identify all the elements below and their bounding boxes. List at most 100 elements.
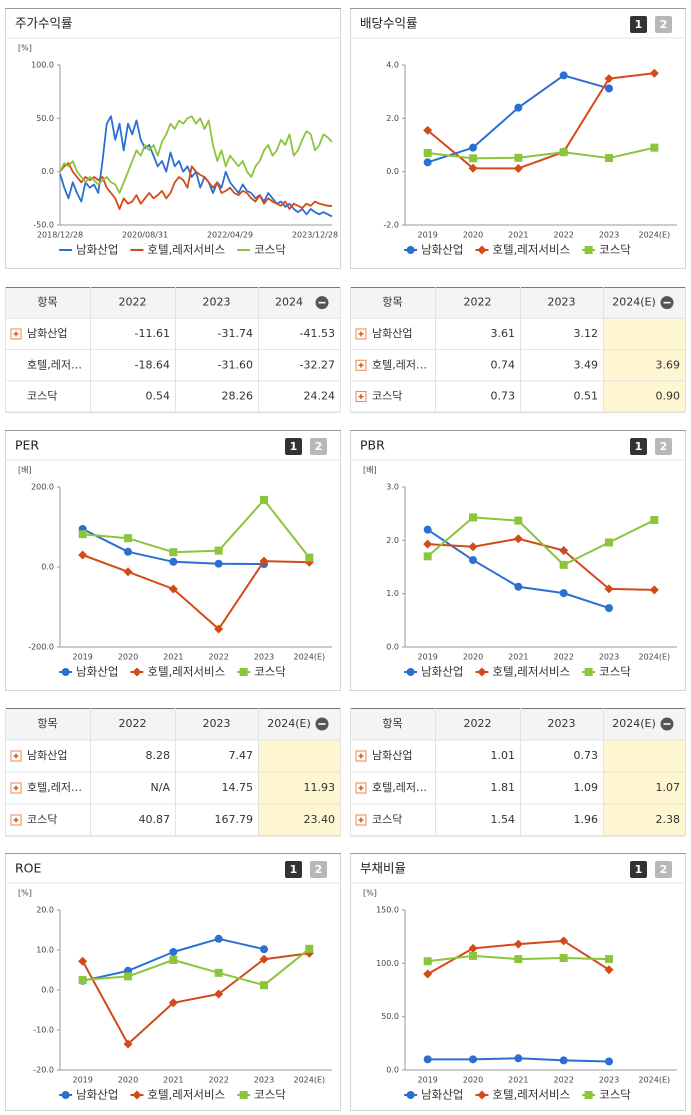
table-header: 2023 [203, 717, 231, 730]
marker [168, 998, 178, 1008]
chart-title: 주가수익률 [15, 16, 73, 31]
marker [559, 1056, 568, 1065]
y-tick-label: 50.0 [381, 1012, 399, 1021]
table-cell: 24.24 [304, 390, 336, 403]
marker [477, 245, 487, 255]
page-button-label: 2 [660, 440, 668, 453]
x-tick-label: 2019 [72, 653, 92, 662]
x-tick-label: 2021 [163, 653, 183, 662]
y-tick-label: 2.0 [386, 536, 399, 545]
marker [514, 1054, 523, 1063]
table-header: 2022 [464, 717, 492, 730]
table-cell: 0.54 [146, 390, 171, 403]
x-tick-label: 2023 [599, 231, 619, 240]
marker [406, 1091, 415, 1099]
page-button[interactable] [630, 438, 647, 455]
table-header: 항목 [382, 296, 402, 309]
x-tick-label: 2022 [553, 231, 573, 240]
x-tick-label: 2019 [417, 653, 437, 662]
marker [259, 556, 269, 566]
table-header: 2023 [203, 296, 231, 309]
y-tick-label: 0.0 [386, 643, 399, 652]
table-header-bg [350, 708, 685, 740]
marker [260, 981, 268, 990]
table-header: 항목 [37, 296, 57, 309]
row-label: 코스닥 [27, 813, 57, 826]
marker [214, 989, 224, 999]
x-tick-label: 2021 [508, 1076, 528, 1085]
table-cell: 3.49 [574, 358, 599, 371]
chart-title: ROE [15, 861, 42, 876]
table-cell: -11.61 [135, 327, 170, 340]
page-button-label: 1 [635, 440, 643, 453]
table-cell: 3.61 [491, 327, 516, 340]
y-tick-label: -200.0 [28, 643, 54, 652]
marker [214, 624, 224, 634]
x-tick-label: 2022 [553, 653, 573, 662]
page-button[interactable] [655, 861, 672, 878]
marker [605, 955, 613, 964]
marker [559, 545, 569, 555]
y-tick-label: 1.0 [386, 589, 399, 598]
page-button-label: 1 [290, 440, 298, 453]
page-button[interactable] [310, 861, 327, 878]
marker [423, 1055, 432, 1064]
page-button[interactable] [655, 16, 672, 33]
page-button[interactable] [630, 861, 647, 878]
marker [477, 667, 487, 677]
marker [604, 584, 614, 594]
marker [559, 589, 568, 598]
y-tick-label: 200.0 [31, 483, 54, 492]
marker [423, 552, 432, 561]
table-cell: 167.79 [215, 813, 254, 826]
y-tick-label: 2.0 [386, 114, 399, 123]
page-button[interactable] [655, 438, 672, 455]
table-header-bg [5, 287, 340, 319]
page-button[interactable] [310, 438, 327, 455]
table-cell: 40.87 [139, 813, 171, 826]
marker [650, 143, 659, 152]
table-cell: -31.60 [218, 358, 253, 371]
x-tick-label: 2019 [72, 1076, 92, 1085]
marker [132, 1090, 142, 1100]
x-tick-label: 2024(E) [294, 1076, 326, 1085]
legend: 남화산업 호텔,레저서비스 코스닥 [404, 665, 631, 679]
x-tick-label: 2022 [553, 1076, 573, 1085]
x-tick-label: 2019 [417, 231, 437, 240]
legend-label: 남화산업 [421, 243, 463, 257]
page-button[interactable] [285, 861, 302, 878]
marker [78, 956, 88, 966]
x-tick-label: 2022 [208, 1076, 228, 1085]
marker [605, 604, 613, 613]
row-label: 남화산업 [27, 327, 67, 340]
x-tick-label: 2022/04/29 [207, 231, 253, 240]
marker [514, 516, 523, 525]
y-tick-label: 0.0 [386, 167, 399, 176]
legend: 남화산업 호텔,레저서비스 코스닥 [59, 243, 286, 257]
marker [559, 936, 569, 946]
y-unit: [배] [363, 466, 377, 475]
table-cell: N/A [151, 781, 171, 794]
x-tick-label: 2022 [208, 653, 228, 662]
x-tick-label: 2020 [118, 1076, 138, 1085]
table-cell: 11.93 [304, 781, 336, 794]
marker [514, 153, 523, 162]
legend-label: 코스닥 [254, 1088, 286, 1102]
table-cell: 1.81 [491, 781, 516, 794]
page-button[interactable] [285, 438, 302, 455]
legend-label: 코스닥 [599, 243, 631, 257]
row-label: 호텔,레저… [27, 358, 82, 371]
table-cell: 28.26 [222, 390, 254, 403]
series-line [82, 554, 310, 630]
marker [169, 557, 178, 566]
x-tick-label: 2021 [508, 653, 528, 662]
y-unit: [배] [18, 466, 32, 475]
marker [605, 1057, 613, 1066]
table-cell: 7.47 [229, 749, 254, 762]
marker [514, 582, 523, 591]
page-button[interactable] [630, 16, 647, 33]
marker [214, 934, 223, 943]
marker [124, 534, 132, 543]
marker [124, 972, 132, 981]
marker [650, 516, 659, 525]
